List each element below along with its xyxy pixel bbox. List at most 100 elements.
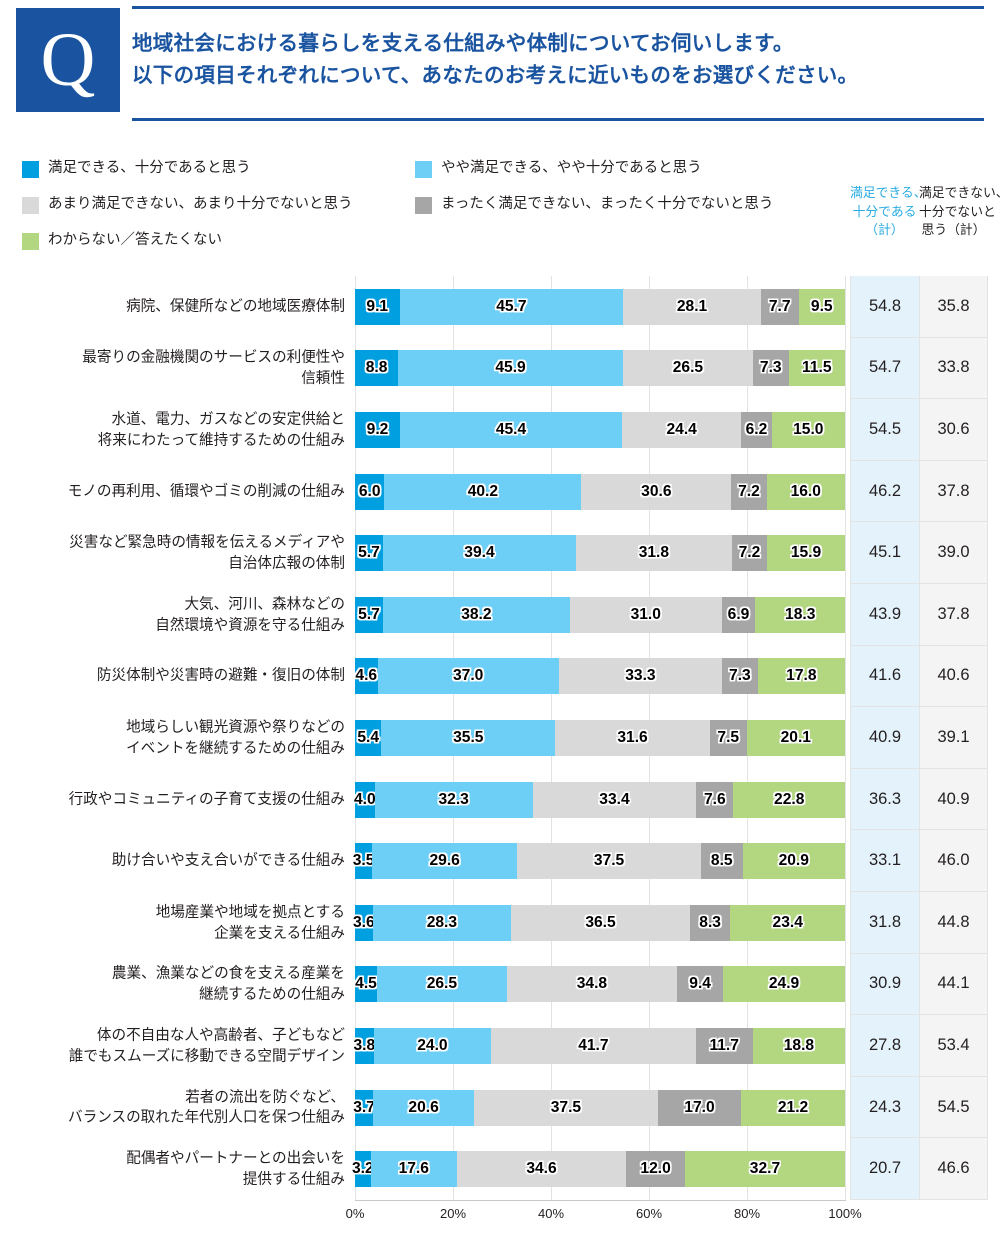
chart-row: 助け合いや支え合いができる仕組み 3.5 29.6 37.5 8.5 20.9 33.1 46…	[0, 830, 1000, 892]
bar-segment-1: 35.5	[381, 719, 556, 756]
legend-label: 満足できる、十分であると思う	[48, 160, 251, 176]
row-label-line-1: イベントを継続するための仕組み	[126, 739, 345, 756]
summary-unsatisfied-value: 44.1	[919, 953, 988, 1016]
stacked-bar: 8.8 45.9 26.5 7.3 11.5	[355, 350, 845, 387]
question-text: 地域社会における暮らしを支える仕組みや体制についてお伺いします。 以下の項目それぞ…	[132, 28, 984, 92]
summary-satisfied-value: 36.3	[850, 768, 919, 831]
row-label-line-0: 配偶者やパートナーとの出会いを	[126, 1150, 345, 1167]
row-category-label: 大気、河川、森林などの 自然環境や資源を守る仕組み	[0, 594, 345, 635]
bar-segment-value: 41.7	[578, 1036, 609, 1054]
bar-segment-value: 8.3	[699, 913, 721, 931]
bar-segment-value: 9.1	[366, 297, 389, 315]
bar-segment-0: 9.1	[355, 288, 400, 325]
summary-cells: 54.5 30.6	[850, 399, 988, 461]
summary-satisfied-value: 54.8	[850, 276, 919, 338]
summary-satisfied-value: 41.6	[850, 645, 919, 708]
summary-header-line-1: 十分である	[852, 203, 917, 219]
summary-header-line-2: （計）	[865, 222, 904, 238]
summary-cells: 24.3 54.5	[850, 1076, 988, 1139]
bar-segment-2: 31.0	[569, 596, 722, 633]
bar-segment-value: 17.0	[684, 1098, 715, 1116]
legend-label: やや満足できる、やや十分であると思う	[441, 160, 702, 176]
bar-segment-3: 7.6	[696, 781, 734, 818]
row-label-line-1: バランスの取れた年代別人口を保つ仕組み	[68, 1109, 345, 1126]
bar-segment-value: 7.2	[738, 544, 761, 562]
summary-unsatisfied-value: 33.8	[919, 337, 988, 400]
summary-header-line-2: 思う（計）	[921, 222, 986, 238]
summary-cells: 30.9 44.1	[850, 953, 988, 1016]
summary-unsatisfied-value: 37.8	[919, 584, 988, 646]
bar-segment-4: 23.4	[730, 904, 845, 941]
row-label-line-0: 防災体制や災害時の避難・復旧の体制	[96, 668, 345, 685]
bar-segment-2: 26.5	[623, 350, 753, 387]
bar-segment-3: 7.5	[709, 719, 747, 756]
stacked-bar: 5.7 39.4 31.8 7.2 15.9	[355, 535, 845, 572]
bar-segment-4: 24.9	[723, 966, 845, 1003]
legend-item-1[interactable]: やや満足できる、やや十分であると思う	[415, 160, 702, 178]
bar-segment-1: 17.6	[370, 1151, 457, 1188]
bar-segment-1: 26.5	[377, 966, 507, 1003]
bar-segment-0: 5.7	[355, 596, 383, 633]
bar-segment-value: 6.9	[727, 605, 750, 623]
bar-segment-value: 26.5	[672, 359, 704, 377]
bar-segment-value: 32.7	[749, 1160, 781, 1178]
chart-row: 地域らしい観光資源や祭りなどの イベントを継続するための仕組み 5.4 35.5 31.…	[0, 707, 1000, 769]
bar-segment-4: 15.9	[767, 535, 845, 572]
bar-segment-value: 11.5	[802, 359, 832, 377]
chart-row: 水道、電力、ガスなどの安定供給と 将来にわたって維持するための仕組み 9.2 45.4…	[0, 399, 1000, 461]
summary-cells: 31.8 44.8	[850, 892, 988, 954]
bar-segment-4: 20.9	[742, 843, 845, 880]
bar-segment-value: 17.6	[398, 1160, 429, 1178]
row-label-line-0: 地域らしい観光資源や祭りなどの	[126, 719, 345, 736]
bar-segment-value: 30.6	[641, 482, 672, 500]
bar-segment-4: 18.3	[755, 596, 845, 633]
chart-row: モノの再利用、循環やゴミの削減の仕組み 6.0 40.2 30.6 7.2 16.0 46.…	[0, 460, 1000, 523]
bar-segment-value: 36.5	[585, 913, 616, 931]
legend-item-0[interactable]: 満足できる、十分であると思う	[22, 160, 251, 178]
stacked-bar: 3.5 29.6 37.5 8.5 20.9	[353, 843, 845, 880]
bar-segment-value: 3.8	[353, 1036, 376, 1054]
bar-segment-4: 21.2	[741, 1089, 845, 1126]
bar-segment-value: 4.5	[355, 975, 377, 993]
bar-segment-0: 4.5	[355, 966, 378, 1003]
chart-row: 農業、漁業などの食を支える産業を 継続するための仕組み 4.5 26.5 34.8 9.4…	[0, 953, 1000, 1016]
bar-segment-0: 9.2	[355, 411, 400, 448]
bar-segment-1: 45.7	[399, 288, 624, 325]
bar-segment-value: 7.5	[717, 728, 740, 746]
row-label-line-0: 水道、電力、ガスなどの安定供給と	[111, 411, 345, 428]
summary-cells: 41.6 40.6	[850, 645, 988, 708]
x-axis-tick-2: 40%	[537, 1206, 565, 1221]
bar-segment-value: 39.4	[464, 544, 495, 562]
legend-item-2[interactable]: あまり満足できない、あまり十分でないと思う	[22, 196, 353, 214]
row-label-line-1: 継続するための仕組み	[199, 986, 345, 1003]
row-label-line-1: 企業を支える仕組み	[214, 924, 345, 941]
bar-segment-value: 40.2	[467, 482, 499, 500]
bar-segment-value: 45.7	[496, 297, 527, 315]
bar-segment-value: 26.5	[426, 975, 458, 993]
bar-segment-3: 8.3	[689, 904, 731, 941]
bar-segment-value: 24.9	[768, 975, 800, 993]
summary-cells: 36.3 40.9	[850, 768, 988, 831]
bar-segment-value: 15.9	[790, 544, 822, 562]
legend-item-3[interactable]: まったく満足できない、まったく十分でないと思う	[415, 196, 773, 214]
row-label-line-1: 将来にわたって維持するための仕組み	[97, 431, 345, 448]
row-category-label: モノの再利用、循環やゴミの削減の仕組み	[0, 481, 345, 502]
row-label-line-1: 信頼性	[301, 370, 345, 387]
bar-segment-1: 38.2	[382, 596, 570, 633]
summary-cells: 46.2 37.8	[850, 460, 988, 523]
summary-cells: 43.9 37.8	[850, 584, 988, 646]
bar-segment-value: 9.2	[366, 420, 389, 438]
bar-segment-4: 9.5	[798, 288, 845, 325]
bar-segment-4: 18.8	[752, 1027, 845, 1064]
legend-item-4[interactable]: わからない／答えたくない	[22, 232, 222, 250]
bar-segment-value: 6.2	[745, 420, 768, 438]
bar-segment-1: 32.3	[374, 781, 533, 818]
bar-segment-value: 45.9	[495, 359, 526, 377]
bar-segment-value: 24.4	[666, 420, 697, 438]
bar-segment-0: 8.8	[355, 350, 399, 387]
bar-segment-1: 37.0	[377, 658, 559, 695]
row-category-label: 配偶者やパートナーとの出会いを 提供する仕組み	[0, 1148, 345, 1189]
row-category-label: 若者の流出を防ぐなど、 バランスの取れた年代別人口を保つ仕組み	[0, 1087, 345, 1128]
bar-segment-4: 22.8	[733, 781, 846, 818]
summary-satisfied-value: 43.9	[850, 584, 919, 646]
